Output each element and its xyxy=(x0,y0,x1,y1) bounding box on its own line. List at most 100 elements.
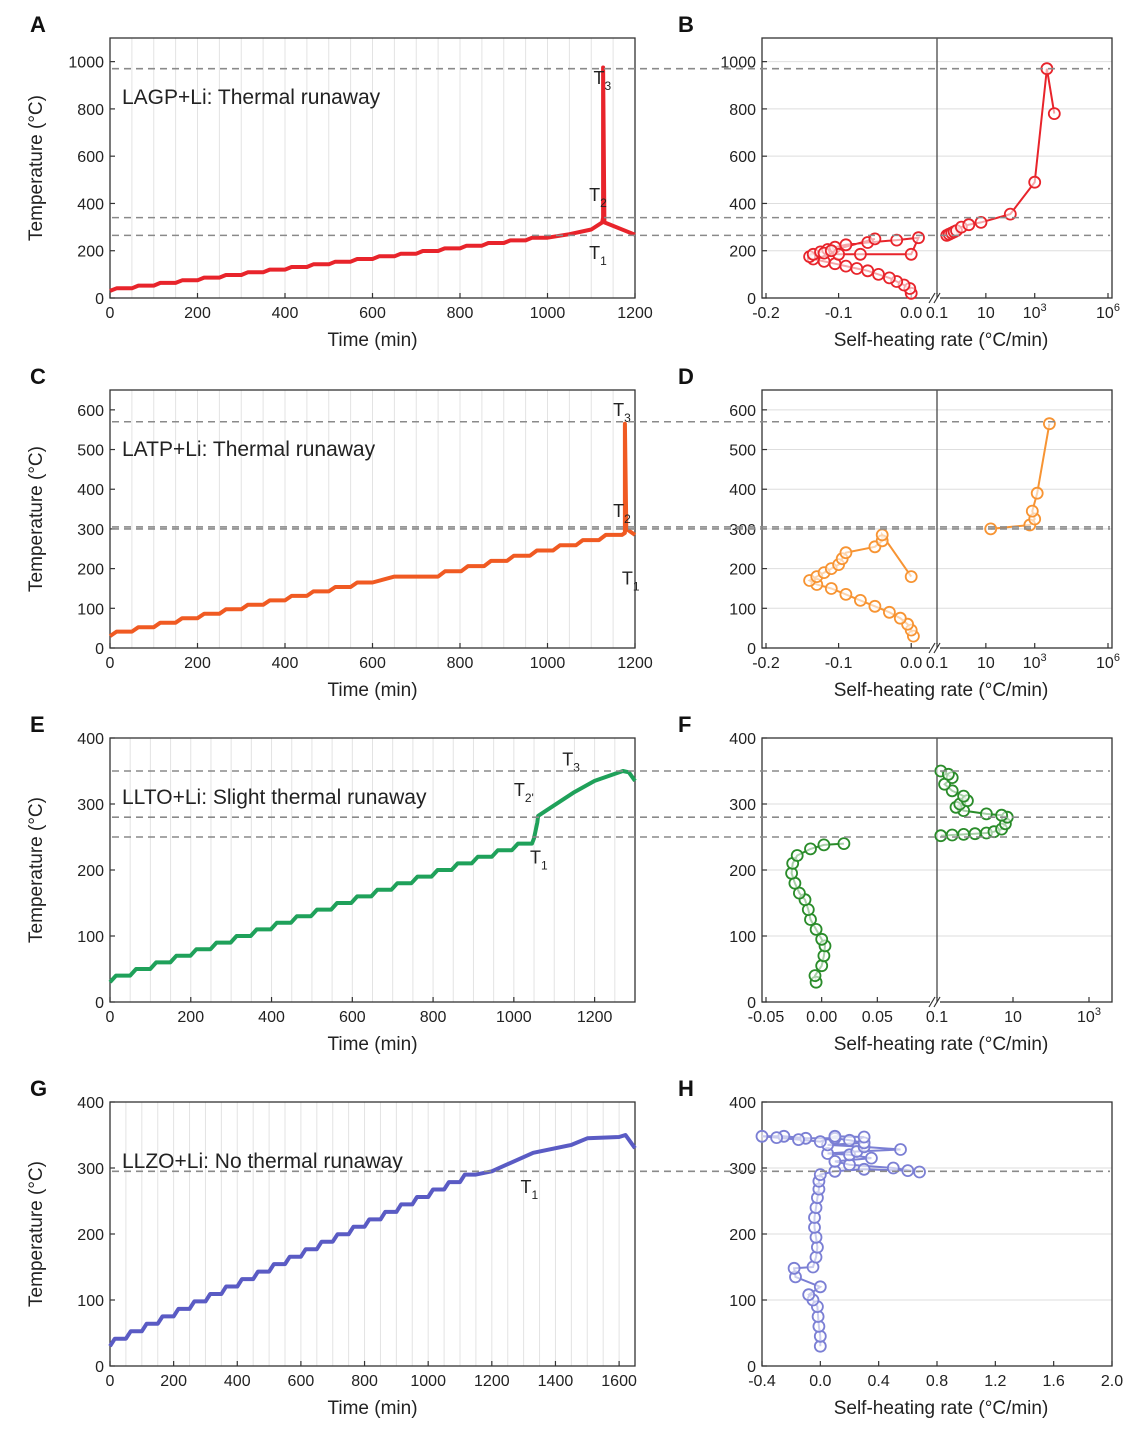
panel-a-xtick-label: 1000 xyxy=(530,305,566,322)
panel-d-data-point xyxy=(839,588,853,601)
panel-e-marker-t2prime: T2' xyxy=(514,780,534,805)
panel-a-xtick-label: 0 xyxy=(106,305,115,322)
panel-f-data-point xyxy=(804,842,817,856)
panel-f-xtick-label: -0.05 xyxy=(748,1009,785,1026)
panel-a-xtick-label: 200 xyxy=(184,305,211,322)
panel-a-xtick-label: 600 xyxy=(359,305,386,322)
panel-c-ytick-label: 300 xyxy=(77,522,104,539)
panel-e-xtick-label: 600 xyxy=(339,1009,366,1026)
panel-d-xtick-label: 0.0 xyxy=(900,655,922,672)
panel-c-series-line xyxy=(108,421,637,638)
panel-b-data-point xyxy=(1028,175,1042,189)
panel-b-data-point xyxy=(872,267,885,281)
panel-h-data-point xyxy=(843,1133,856,1147)
panel-f-axis-break-gap xyxy=(930,998,940,1006)
panel-e-ytick-label: 200 xyxy=(77,863,104,880)
panel-a-ytick-label: 400 xyxy=(77,196,104,213)
panel-b-data-point xyxy=(904,247,918,261)
panel-b-data-point xyxy=(854,247,867,261)
panel-letter-a: A xyxy=(30,12,46,37)
panel-e-x-axis-title: Time (min) xyxy=(327,1034,417,1055)
panel-d-xtick-label: 103 xyxy=(1023,652,1047,672)
panel-b-xtick-label: 103 xyxy=(1023,302,1047,322)
panel-f-data-point xyxy=(957,789,970,803)
panel-d-data-point xyxy=(1025,504,1039,518)
panel-b-xtick-label: 10 xyxy=(977,305,995,322)
panel-f-data-point xyxy=(957,828,970,841)
panel-b-axis-break-mark xyxy=(928,292,936,304)
panel-a-ytick-label: 600 xyxy=(77,149,104,166)
panel-g-xtick-label: 1400 xyxy=(538,1373,574,1390)
panel-h-data-point xyxy=(792,1133,805,1146)
panel-g-xtick-label: 600 xyxy=(288,1373,315,1390)
panel-b-data-point xyxy=(824,244,838,258)
panel-b-ytick-label: 200 xyxy=(729,244,756,261)
panel-letter-b: B xyxy=(678,12,694,37)
panel-d-axis-break-mark xyxy=(928,642,936,654)
panel-d-xtick-label: 0.1 xyxy=(926,655,948,672)
panel-letter-h: H xyxy=(678,1076,694,1101)
panel-g-xtick-label: 800 xyxy=(351,1373,378,1390)
panel-h-ytick-label: 100 xyxy=(729,1293,756,1310)
panel-g-ytick-label: 400 xyxy=(77,1095,104,1112)
panel-f-xtick-label: 10 xyxy=(1004,1009,1022,1026)
panel-h-xtick-label: 0.4 xyxy=(868,1373,890,1390)
panel-g-xtick-label: 0 xyxy=(106,1373,115,1390)
panel-h-ytick-label: 400 xyxy=(729,1095,756,1112)
panel-h-data-point xyxy=(828,1129,842,1143)
panel-h-ytick-label: 200 xyxy=(729,1227,756,1244)
panel-d-data-point xyxy=(839,546,853,560)
panel-f-data-point xyxy=(934,829,948,843)
panel-h-data-point xyxy=(770,1131,783,1144)
panel-e-ytick-label: 300 xyxy=(77,797,104,814)
panel-b-data-point xyxy=(962,218,976,232)
panel-c-xtick-label: 200 xyxy=(184,655,211,672)
panel-b-data-point xyxy=(912,231,925,245)
panel-b-ytick-label: 1000 xyxy=(720,55,756,72)
panel-c-y-axis-title: Temperature (°C) xyxy=(26,446,47,592)
panel-e-xtick-label: 1000 xyxy=(496,1009,532,1026)
panel-letter-g: G xyxy=(30,1076,47,1101)
panel-e-annotation: LLTO+Li: Slight thermal runaway xyxy=(122,786,427,809)
panel-b-ytick-label: 600 xyxy=(729,149,756,166)
panel-f-data-point xyxy=(790,849,804,862)
panel-h-xtick-label: 0.8 xyxy=(926,1373,948,1390)
panel-d-data-point xyxy=(893,611,907,625)
panel-b-data-point xyxy=(974,215,988,229)
panel-f-xtick-label: 0.00 xyxy=(806,1009,837,1026)
panel-c-marker-t2: T2 xyxy=(613,501,631,526)
panel-d-ytick-label: 200 xyxy=(729,562,756,579)
panel-a-marker-t1: T1 xyxy=(589,243,607,268)
panel-g-xtick-label: 400 xyxy=(224,1373,251,1390)
panel-f-xtick-label: 0.1 xyxy=(926,1009,948,1026)
panel-g-xtick-label: 200 xyxy=(160,1373,187,1390)
panel-b-ytick-label: 800 xyxy=(729,102,756,119)
panel-b-xtick-label: 106 xyxy=(1096,302,1120,322)
panel-h-x-axis-title: Self-heating rate (°C/min) xyxy=(834,1398,1049,1419)
panel-b-axis-break-gap xyxy=(930,294,940,302)
panel-c-marker-t1: T1 xyxy=(622,568,640,593)
panel-g-frame xyxy=(109,1101,636,1367)
panel-g-ytick-label: 0 xyxy=(95,1359,104,1376)
panel-e-xtick-label: 200 xyxy=(177,1009,204,1026)
panel-f-data-point xyxy=(817,838,831,852)
panel-b-data-point xyxy=(861,264,875,278)
panel-b-xtick-label: 0.0 xyxy=(900,305,922,322)
panel-d-data-point xyxy=(904,570,918,583)
panel-e-xtick-label: 0 xyxy=(106,1009,115,1026)
panel-f-xtick-label: 0.05 xyxy=(862,1009,893,1026)
panel-a-xtick-label: 800 xyxy=(447,305,474,322)
panel-d-ytick-label: 600 xyxy=(729,403,756,420)
panel-h-xtick-label: 1.6 xyxy=(1043,1373,1065,1390)
panel-c-xtick-label: 1000 xyxy=(530,655,566,672)
panel-d-xtick-label: 10 xyxy=(977,655,995,672)
panel-b-ytick-label: 0 xyxy=(747,291,756,308)
panel-d-ytick-label: 0 xyxy=(747,641,756,658)
panel-f-xtick-label: 103 xyxy=(1077,1006,1101,1026)
panel-d-data-point xyxy=(1030,486,1044,500)
panel-f-ytick-label: 400 xyxy=(729,731,756,748)
panel-d-xtick-label: -0.2 xyxy=(752,655,780,672)
panel-b-xtick-label: -0.1 xyxy=(825,305,853,322)
panel-b-xtick-label: -0.2 xyxy=(752,305,780,322)
